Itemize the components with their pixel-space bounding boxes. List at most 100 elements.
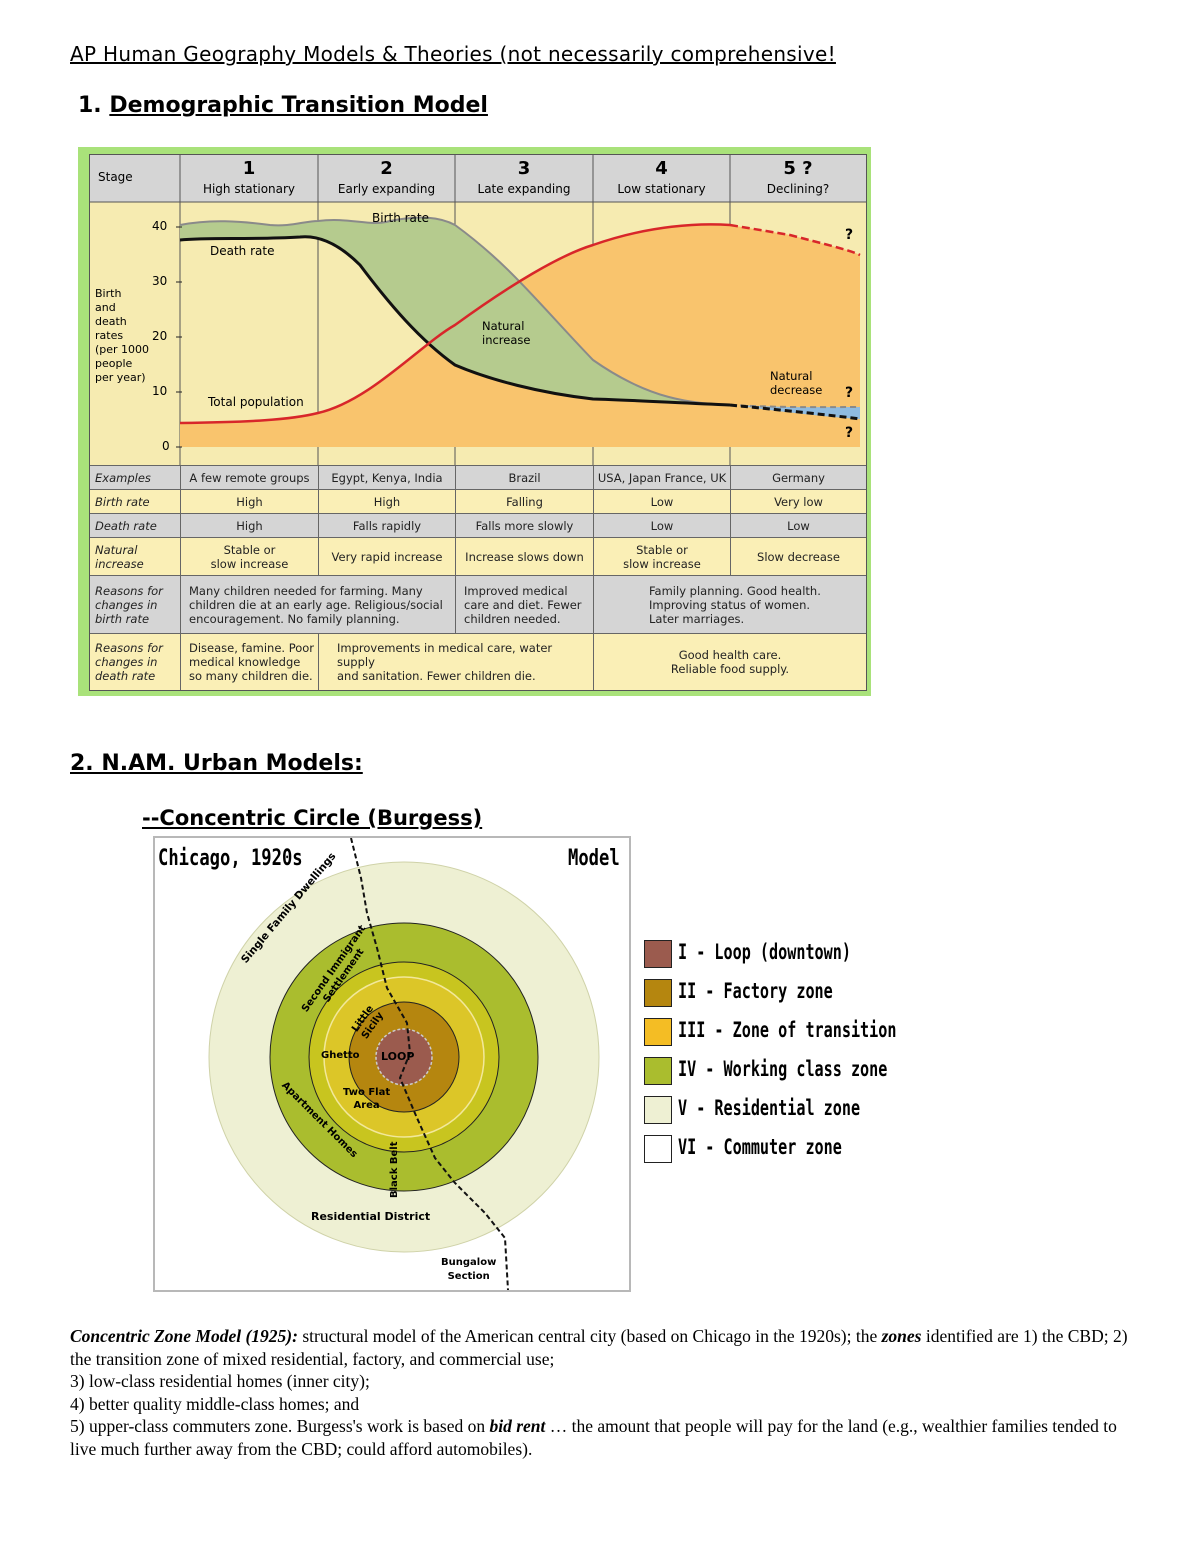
- legend-label: V - Residential zone: [678, 1096, 861, 1120]
- table-cell: Slow decrease: [730, 538, 866, 575]
- description-line-5a: 5) upper-class commuters zone. Burgess's…: [70, 1416, 490, 1436]
- stage-header-label: Stage: [98, 170, 133, 184]
- y-tick-0: 0: [162, 439, 170, 453]
- table-row: Birth rate High High Falling Low Very low: [90, 489, 866, 513]
- natural-increase-label: Natural increase: [482, 319, 531, 347]
- table-cell: Falling: [455, 490, 593, 513]
- dtm-graph: [90, 155, 866, 465]
- legend-swatch: [644, 1135, 672, 1163]
- stage-name: High stationary: [202, 182, 296, 196]
- y-axis-ticks: [176, 226, 182, 448]
- stage-name: Declining?: [766, 182, 830, 196]
- bungalow-label: Bungalow Section: [441, 1257, 497, 1282]
- natural-decrease-label: Natural decrease: [770, 369, 823, 397]
- reasons-birth-row: Reasons for changes in birth rate Many c…: [90, 575, 866, 633]
- stage-number: 2: [380, 158, 393, 179]
- row-head: Natural increase: [95, 542, 144, 571]
- table-cell: Very low: [730, 490, 866, 513]
- stage-header-3: 3 Late expanding: [455, 157, 593, 197]
- boundary-dashed-line: [350, 838, 509, 1290]
- section-1-number: 1.: [78, 93, 102, 118]
- table-cell: Stable or slow increase: [593, 538, 730, 575]
- stage-header-5: 5 ? Declining?: [730, 157, 866, 197]
- question-mark-population: ?: [845, 227, 854, 243]
- death-rate-line: [179, 235, 731, 407]
- death-rate-label: Death rate: [210, 244, 275, 258]
- stage-number: 5 ?: [783, 158, 813, 179]
- stage-number: 4: [655, 158, 668, 179]
- table-cell: Falls rapidly: [318, 514, 455, 537]
- black-belt-label: Black Belt: [389, 1141, 400, 1198]
- table-cell: High: [318, 490, 455, 513]
- concentric-zone-map: [208, 838, 600, 1290]
- table-cell: Falls more slowly: [455, 514, 593, 537]
- description-lead: Concentric Zone Model (1925):: [70, 1326, 298, 1346]
- table-row: Natural increase Stable or slow increase V…: [90, 537, 866, 575]
- reasons-death-stage1: Disease, famine. Poor medical knowledge …: [180, 634, 318, 690]
- natural-increase-area: [180, 217, 730, 405]
- stage-name: Early expanding: [337, 182, 436, 196]
- description-line-5b: … the amount that people will pay for th…: [70, 1416, 1117, 1459]
- description-text-2: identified are 1) the CBD; 2) the transi…: [70, 1326, 1128, 1369]
- legend-swatch: [644, 1096, 672, 1124]
- concentric-zone-description: Concentric Zone Model (1925): structural…: [70, 1325, 1130, 1460]
- section-1-title: Demographic Transition Model: [109, 93, 488, 118]
- reasons-death-head: Reasons for changes in death rate: [95, 641, 163, 683]
- legend-label: IV - Working class zone: [678, 1057, 888, 1081]
- section-2-heading: 2. N.AM. Urban Models:: [70, 751, 363, 776]
- description-zones-word: zones: [881, 1326, 922, 1346]
- row-head: Examples: [95, 470, 151, 485]
- description-bid-rent: bid rent: [489, 1416, 546, 1436]
- y-tick-20: 20: [152, 329, 168, 343]
- table-cell: Brazil: [455, 466, 593, 489]
- stage-header-1: 1 High stationary: [180, 157, 318, 197]
- section-1-heading: 1. Demographic Transition Model: [78, 93, 488, 118]
- table-cell: High: [180, 514, 318, 537]
- dtm-panel: Stage 1 High stationary 2 Early expanding 3 L…: [89, 154, 867, 691]
- table-row: Death rate High Falls rapidly Falls more sl…: [90, 513, 866, 537]
- table-cell: Low: [730, 514, 866, 537]
- table-cell: High: [180, 490, 318, 513]
- table-cell: Increase slows down: [455, 538, 593, 575]
- legend-label: III - Zone of transition: [678, 1018, 897, 1042]
- birth-rate-line: [179, 216, 731, 406]
- stage-header-band: [90, 155, 866, 202]
- document-title: AP Human Geography Models & Theories (no…: [70, 42, 836, 66]
- total-population-line: [179, 223, 731, 425]
- ghetto-label: Ghetto: [321, 1050, 360, 1061]
- y-tick-30: 30: [152, 274, 168, 288]
- y-axis-label: Birth and death rates (per 1000 people p…: [95, 287, 150, 384]
- table-cell: Low: [593, 490, 730, 513]
- table-cell: Stable or slow increase: [180, 538, 318, 575]
- table-cell: Egypt, Kenya, India: [318, 466, 455, 489]
- table-cell: Germany: [730, 466, 866, 489]
- demographic-transition-figure: Stage 1 High stationary 2 Early expanding 3 L…: [78, 147, 871, 696]
- description-text-1: structural model of the American central…: [297, 1326, 882, 1346]
- question-mark-death: ?: [845, 425, 854, 441]
- stage-number: 3: [517, 158, 531, 179]
- table-cell: Very rapid increase: [318, 538, 455, 575]
- legend-swatch: [644, 1018, 672, 1046]
- loop-label: LOOP: [381, 1050, 415, 1063]
- legend-label: II - Factory zone: [678, 979, 833, 1003]
- burgess-figure: Single Family Dwellings Second Immigrant…: [153, 836, 631, 1292]
- question-mark-birth: ?: [845, 385, 854, 401]
- residential-district-label: Residential District: [311, 1210, 431, 1223]
- row-head: Birth rate: [95, 494, 150, 509]
- table-cell: A few remote groups: [180, 466, 318, 489]
- stage-header-2: 2 Early expanding: [318, 157, 455, 197]
- reasons-birth-head: Reasons for changes in birth rate: [95, 583, 163, 626]
- reasons-death-stage23: Improvements in medical care, water supp…: [318, 634, 593, 690]
- stage-number: 1: [242, 158, 256, 179]
- description-line-4: 4) better quality middle-class homes; an…: [70, 1393, 360, 1414]
- legend-label: I - Loop (downtown): [678, 940, 851, 964]
- legend-swatch: [644, 1057, 672, 1085]
- burgess-title-right: Model: [568, 846, 620, 871]
- stage-header-4: 4 Low stationary: [593, 157, 730, 197]
- reasons-birth-stage12: Many children needed for farming. Many c…: [180, 576, 455, 633]
- legend-label: VI - Commuter zone: [678, 1135, 842, 1159]
- total-population-label: Total population: [208, 395, 304, 409]
- two-flat-label: Two Flat Area: [343, 1087, 391, 1111]
- row-head: Death rate: [95, 518, 157, 533]
- birth-rate-label: Birth rate: [372, 211, 429, 225]
